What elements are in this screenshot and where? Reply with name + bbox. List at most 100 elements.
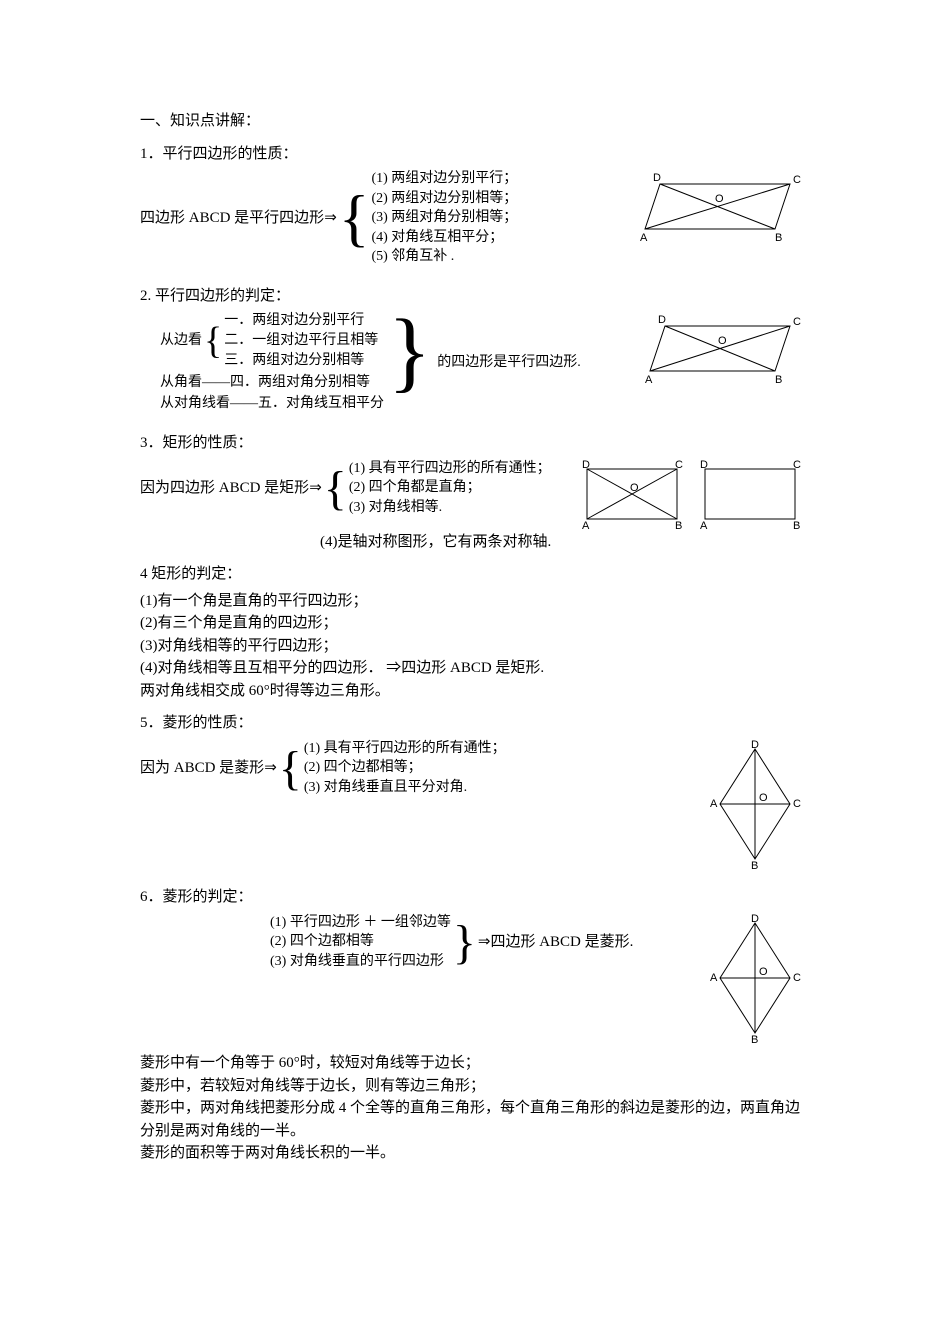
sec2-edge-1: 一．两组对边分别平行 xyxy=(224,311,378,331)
sec3-arrow: ⇒ xyxy=(309,477,322,500)
label-C: C xyxy=(675,459,683,471)
sec5-item-3: (3) 对角线垂直且平分对角. xyxy=(304,778,506,798)
sec6-conclusion: 四边形 ABCD 是菱形. xyxy=(490,931,633,954)
sec1-list: (1) 两组对边分别平行； (2) 两组对边分别相等； (3) 两组对角分别相等… xyxy=(371,169,517,267)
sec6-note-2: 菱形中，若较短对角线等于边长，则有等边三角形； xyxy=(140,1075,805,1098)
label-C: C xyxy=(793,174,801,186)
sec1-brace: 四边形 ABCD 是平行四边形 ⇒ { (1) 两组对边分别平行； (2) 两组… xyxy=(140,169,517,267)
sec5-title: 5．菱形的性质： xyxy=(140,712,805,735)
label-D: D xyxy=(751,913,759,925)
label-C: C xyxy=(793,316,801,328)
sec1-row: 四边形 ABCD 是平行四边形 ⇒ { (1) 两组对边分别平行； (2) 两组… xyxy=(140,169,805,267)
sec2-left: 从边看 { 一．两组对边分别平行 二．一组对边平行且相等 三．两组对边分别相等 … xyxy=(160,311,384,414)
sec1-item-1: (1) 两组对边分别平行； xyxy=(371,169,517,189)
sec3-row: 因为四边形 ABCD 是矩形 ⇒ { (1) 具有平行四边形的所有通性； (2)… xyxy=(140,459,805,529)
sec3-item-1: (1) 具有平行四边形的所有通性； xyxy=(349,459,551,479)
sec6-brace: (1) 平行四边形 ＋ 一组邻边等 (2) 四个边都相等 (3) 对角线垂直的平… xyxy=(270,913,633,972)
sec2-edge-label: 从边看 xyxy=(160,330,202,351)
sec5-item-1: (1) 具有平行四边形的所有通性； xyxy=(304,739,506,759)
label-D: D xyxy=(582,459,590,471)
sec1-premise: 四边形 ABCD 是平行四边形 xyxy=(140,207,324,230)
sec4-item-3: (3)对角线相等的平行四边形； xyxy=(140,635,805,658)
sec5-brace: 因为 ABCD 是菱形 ⇒ { (1) 具有平行四边形的所有通性； (2) 四个… xyxy=(140,739,506,798)
sec3-extra: (4)是轴对称图形，它有两条对称轴. xyxy=(320,531,805,554)
sec6-item-2: (2) 四个边都相等 xyxy=(270,932,451,952)
rectangle-diagrams: A B C D O A B C D xyxy=(577,459,805,529)
sec1-arrow: ⇒ xyxy=(324,207,337,230)
sec6-note-1: 菱形中有一个角等于 60°时，较短对角线等于边长； xyxy=(140,1052,805,1075)
sec2-row: 从边看 { 一．两组对边分别平行 二．一组对边平行且相等 三．两组对边分别相等 … xyxy=(140,311,805,414)
sec6-arrow: ⇒ xyxy=(478,931,491,954)
sec1-item-3: (3) 两组对角分别相等； xyxy=(371,208,517,228)
label-O: O xyxy=(759,966,768,978)
sec2-title: 2. 平行四边形的判定： xyxy=(140,285,805,308)
brace-right-icon: } xyxy=(388,311,431,392)
sec3-brace: 因为四边形 ABCD 是矩形 ⇒ { (1) 具有平行四边形的所有通性； (2)… xyxy=(140,459,551,518)
label-B: B xyxy=(675,520,682,529)
sec1-title: 1．平行四边形的性质： xyxy=(140,143,805,166)
brace-right-icon: } xyxy=(453,921,476,964)
sec2-edge-3: 三．两组对边分别相等 xyxy=(224,351,378,371)
sec3-item-2: (2) 四个角都是直角； xyxy=(349,478,551,498)
label-A: A xyxy=(710,798,718,810)
label-B: B xyxy=(775,374,782,386)
sec3-premise: 因为四边形 ABCD 是矩形 xyxy=(140,477,309,500)
label-O: O xyxy=(759,792,768,804)
label-B: B xyxy=(793,520,800,529)
sec2-edge-list: 一．两组对边分别平行 二．一组对边平行且相等 三．两组对边分别相等 xyxy=(224,311,378,370)
sec4-title: 4 矩形的判定： xyxy=(140,563,805,586)
label-B: B xyxy=(751,860,758,869)
parallelogram-diagram-2: A B C D O xyxy=(625,311,805,399)
main-heading: 一、知识点讲解： xyxy=(140,110,805,133)
sec5-list: (1) 具有平行四边形的所有通性； (2) 四个边都相等； (3) 对角线垂直且… xyxy=(304,739,506,798)
label-D: D xyxy=(653,172,661,184)
sec1-item-5: (5) 邻角互补 . xyxy=(371,247,517,267)
sec5-row: 因为 ABCD 是菱形 ⇒ { (1) 具有平行四边形的所有通性； (2) 四个… xyxy=(140,739,805,877)
brace-left-icon: { xyxy=(279,747,302,790)
label-B: B xyxy=(751,1034,758,1043)
sec1-item-4: (4) 对角线互相平分； xyxy=(371,228,517,248)
sec2-conclusion: 的四边形是平行四边形. xyxy=(437,352,581,373)
sec3-list: (1) 具有平行四边形的所有通性； (2) 四个角都是直角； (3) 对角线相等… xyxy=(349,459,551,518)
rhombus-diagram-1: D C B A O xyxy=(705,739,805,877)
label-B: B xyxy=(775,232,782,244)
sec6-list: (1) 平行四边形 ＋ 一组邻边等 (2) 四个边都相等 (3) 对角线垂直的平… xyxy=(270,913,451,972)
label-A: A xyxy=(640,232,648,244)
sec2-edge-group: 从边看 { 一．两组对边分别平行 二．一组对边平行且相等 三．两组对边分别相等 xyxy=(160,311,378,370)
sec6-row: (1) 平行四边形 ＋ 一组邻边等 (2) 四个边都相等 (3) 对角线垂直的平… xyxy=(140,913,805,1051)
sec4-item-4: (4)对角线相等且互相平分的四边形． ⇒四边形 ABCD 是矩形. xyxy=(140,657,805,680)
label-A: A xyxy=(710,972,718,984)
sec2-diag: 从对角线看——五．对角线互相平分 xyxy=(160,393,384,414)
sec4-note: 两对角线相交成 60°时得等边三角形。 xyxy=(140,680,805,703)
sec5-arrow: ⇒ xyxy=(264,757,277,780)
sec2-angle: 从角看——四．两组对角分别相等 xyxy=(160,372,370,393)
sec6-note-4: 菱形的面积等于两对角线长积的一半。 xyxy=(140,1142,805,1165)
label-A: A xyxy=(700,520,708,529)
sec5-premise: 因为 ABCD 是菱形 xyxy=(140,757,264,780)
rhombus-diagram-2: D C B A O xyxy=(705,913,805,1051)
sec1-item-2: (2) 两组对边分别相等； xyxy=(371,189,517,209)
brace-left-icon: { xyxy=(339,189,370,247)
label-A: A xyxy=(582,520,590,529)
sec4-item-1: (1)有一个角是直角的平行四边形； xyxy=(140,590,805,613)
label-D: D xyxy=(751,739,759,751)
brace-left-icon: { xyxy=(324,467,347,510)
label-O: O xyxy=(715,193,724,205)
label-O: O xyxy=(718,335,727,347)
parallelogram-diagram-1: A B C D O xyxy=(615,169,805,257)
sec6-title: 6．菱形的判定： xyxy=(140,886,805,909)
brace-left-icon: { xyxy=(204,324,222,358)
label-O: O xyxy=(630,482,639,494)
sec2-edge-2: 二．一组对边平行且相等 xyxy=(224,331,378,351)
sec6-item-1: (1) 平行四边形 ＋ 一组邻边等 xyxy=(270,913,451,933)
label-D: D xyxy=(700,459,708,471)
sec3-item-3: (3) 对角线相等. xyxy=(349,498,551,518)
label-C: C xyxy=(793,972,801,984)
sec6-note-3: 菱形中，两对角线把菱形分成 4 个全等的直角三角形，每个直角三角形的斜边是菱形的… xyxy=(140,1097,805,1142)
sec6-item-3: (3) 对角线垂直的平行四边形 xyxy=(270,952,451,972)
sec4-item-2: (2)有三个角是直角的四边形； xyxy=(140,612,805,635)
label-D: D xyxy=(658,314,666,326)
label-C: C xyxy=(793,459,801,471)
label-C: C xyxy=(793,798,801,810)
sec3-title: 3．矩形的性质： xyxy=(140,432,805,455)
